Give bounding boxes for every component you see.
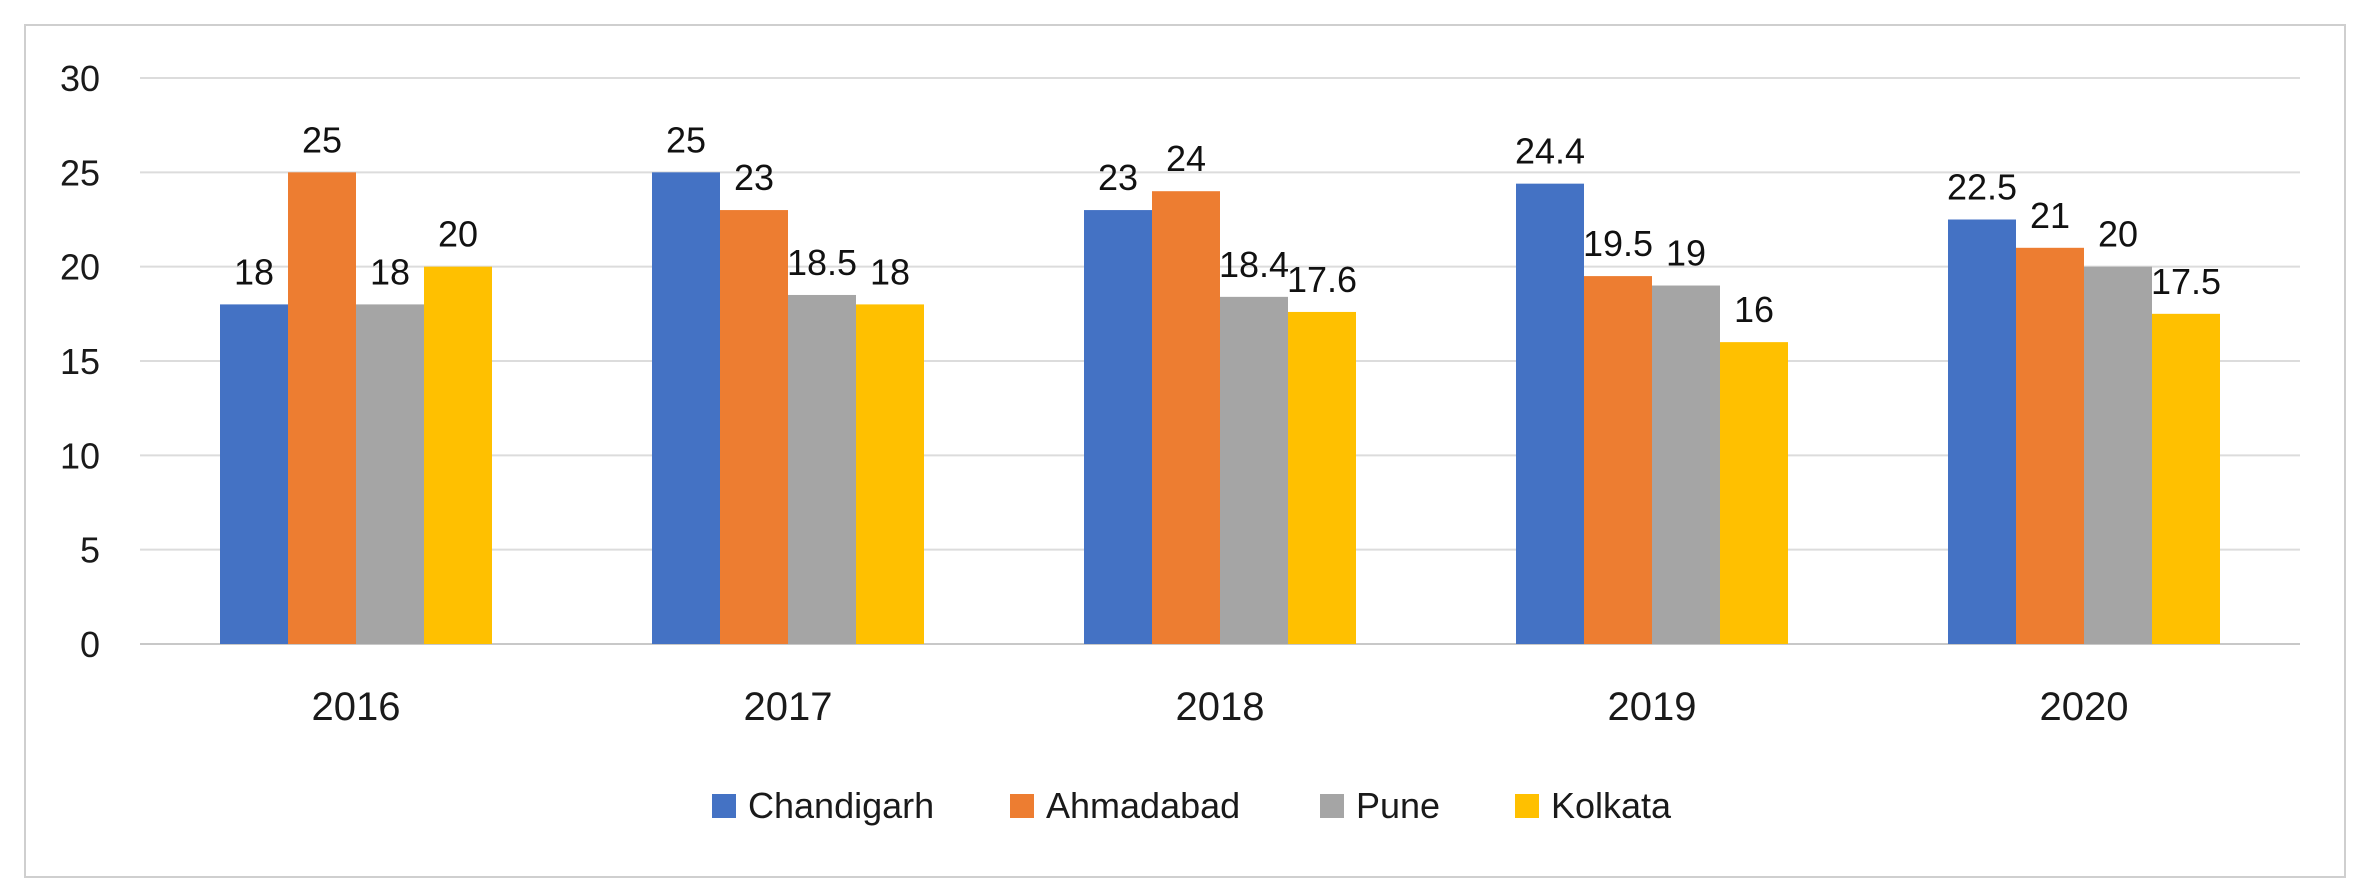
- bar-pune-2018: [1220, 296, 1288, 644]
- bar-chandigarh-2020: [1948, 219, 2016, 644]
- data-label: 20: [438, 214, 478, 255]
- y-tick-label: 20: [60, 247, 100, 288]
- legend-swatch: [712, 794, 736, 818]
- data-label: 23: [734, 157, 774, 198]
- legend: Chandigarh Ahmadabad Pune Kolkata: [712, 785, 1672, 826]
- bar-chandigarh-2017: [652, 172, 720, 645]
- legend-label: Ahmadabad: [1046, 785, 1240, 826]
- bar-chandigarh-2019: [1516, 183, 1584, 645]
- data-label: 20: [2098, 214, 2138, 255]
- legend-swatch: [1515, 794, 1539, 818]
- y-tick-label: 30: [60, 58, 100, 99]
- x-tick-label: 2018: [1176, 685, 1265, 729]
- bar-pune-2020: [2084, 266, 2152, 644]
- y-tick-label: 0: [80, 624, 100, 665]
- data-label: 18: [870, 251, 910, 292]
- bar-kolkata-2016: [424, 266, 492, 644]
- bar-kolkata-2017: [856, 304, 924, 644]
- data-label: 25: [666, 119, 706, 160]
- data-label: 22.5: [1947, 167, 2017, 208]
- data-labels: 18 25 18 20 25 23 18.5 18 23 24 18.417.6 24.4 19.5 19…: [234, 119, 2221, 330]
- bars: [220, 172, 2220, 645]
- bar-chandigarh-2016: [220, 304, 288, 644]
- bar-pune-2019: [1652, 285, 1720, 644]
- x-tick-label: 2019: [1608, 685, 1697, 729]
- y-tick-label: 10: [60, 435, 100, 476]
- data-label: 18.5: [787, 242, 857, 283]
- data-label: 23: [1098, 157, 1138, 198]
- y-axis-ticks: 0 5 10 15 20 25 30: [60, 58, 100, 665]
- data-label: 17.5: [2151, 261, 2221, 302]
- legend-swatch: [1010, 794, 1034, 818]
- data-label: 18: [234, 251, 274, 292]
- data-label: 25: [302, 119, 342, 160]
- x-tick-label: 2017: [744, 685, 833, 729]
- data-label: 19: [1666, 233, 1706, 274]
- y-tick-label: 25: [60, 152, 100, 193]
- legend-label: Kolkata: [1551, 785, 1672, 826]
- bar-ahmadabad-2016: [288, 172, 356, 645]
- data-label: 18.4: [1219, 244, 1289, 285]
- bar-ahmadabad-2019: [1584, 276, 1652, 644]
- bar-pune-2017: [788, 294, 856, 644]
- legend-label: Pune: [1356, 785, 1440, 826]
- x-axis-ticks: 2016 2017 2018 2019 2020: [312, 685, 2129, 729]
- bar-ahmadabad-2018: [1152, 191, 1220, 644]
- data-label: 16: [1734, 289, 1774, 330]
- bar-pune-2016: [356, 304, 424, 644]
- bar-chandigarh-2018: [1084, 210, 1152, 645]
- legend-label: Chandigarh: [748, 785, 934, 826]
- data-label: 24.4: [1515, 131, 1585, 172]
- bar-ahmadabad-2017: [720, 210, 788, 645]
- data-label: 17.6: [1287, 259, 1357, 300]
- data-label: 21: [2030, 195, 2070, 236]
- legend-swatch: [1320, 794, 1344, 818]
- bar-kolkata-2020: [2152, 313, 2220, 644]
- bar-kolkata-2018: [1288, 311, 1356, 644]
- data-label: 18: [370, 251, 410, 292]
- y-tick-label: 5: [80, 530, 100, 571]
- bar-ahmadabad-2020: [2016, 247, 2084, 645]
- y-tick-label: 15: [60, 341, 100, 382]
- data-label: 19.5: [1583, 223, 1653, 264]
- x-tick-label: 2020: [2040, 685, 2129, 729]
- bar-kolkata-2019: [1720, 342, 1788, 644]
- data-label: 24: [1166, 138, 1206, 179]
- x-tick-label: 2016: [312, 685, 401, 729]
